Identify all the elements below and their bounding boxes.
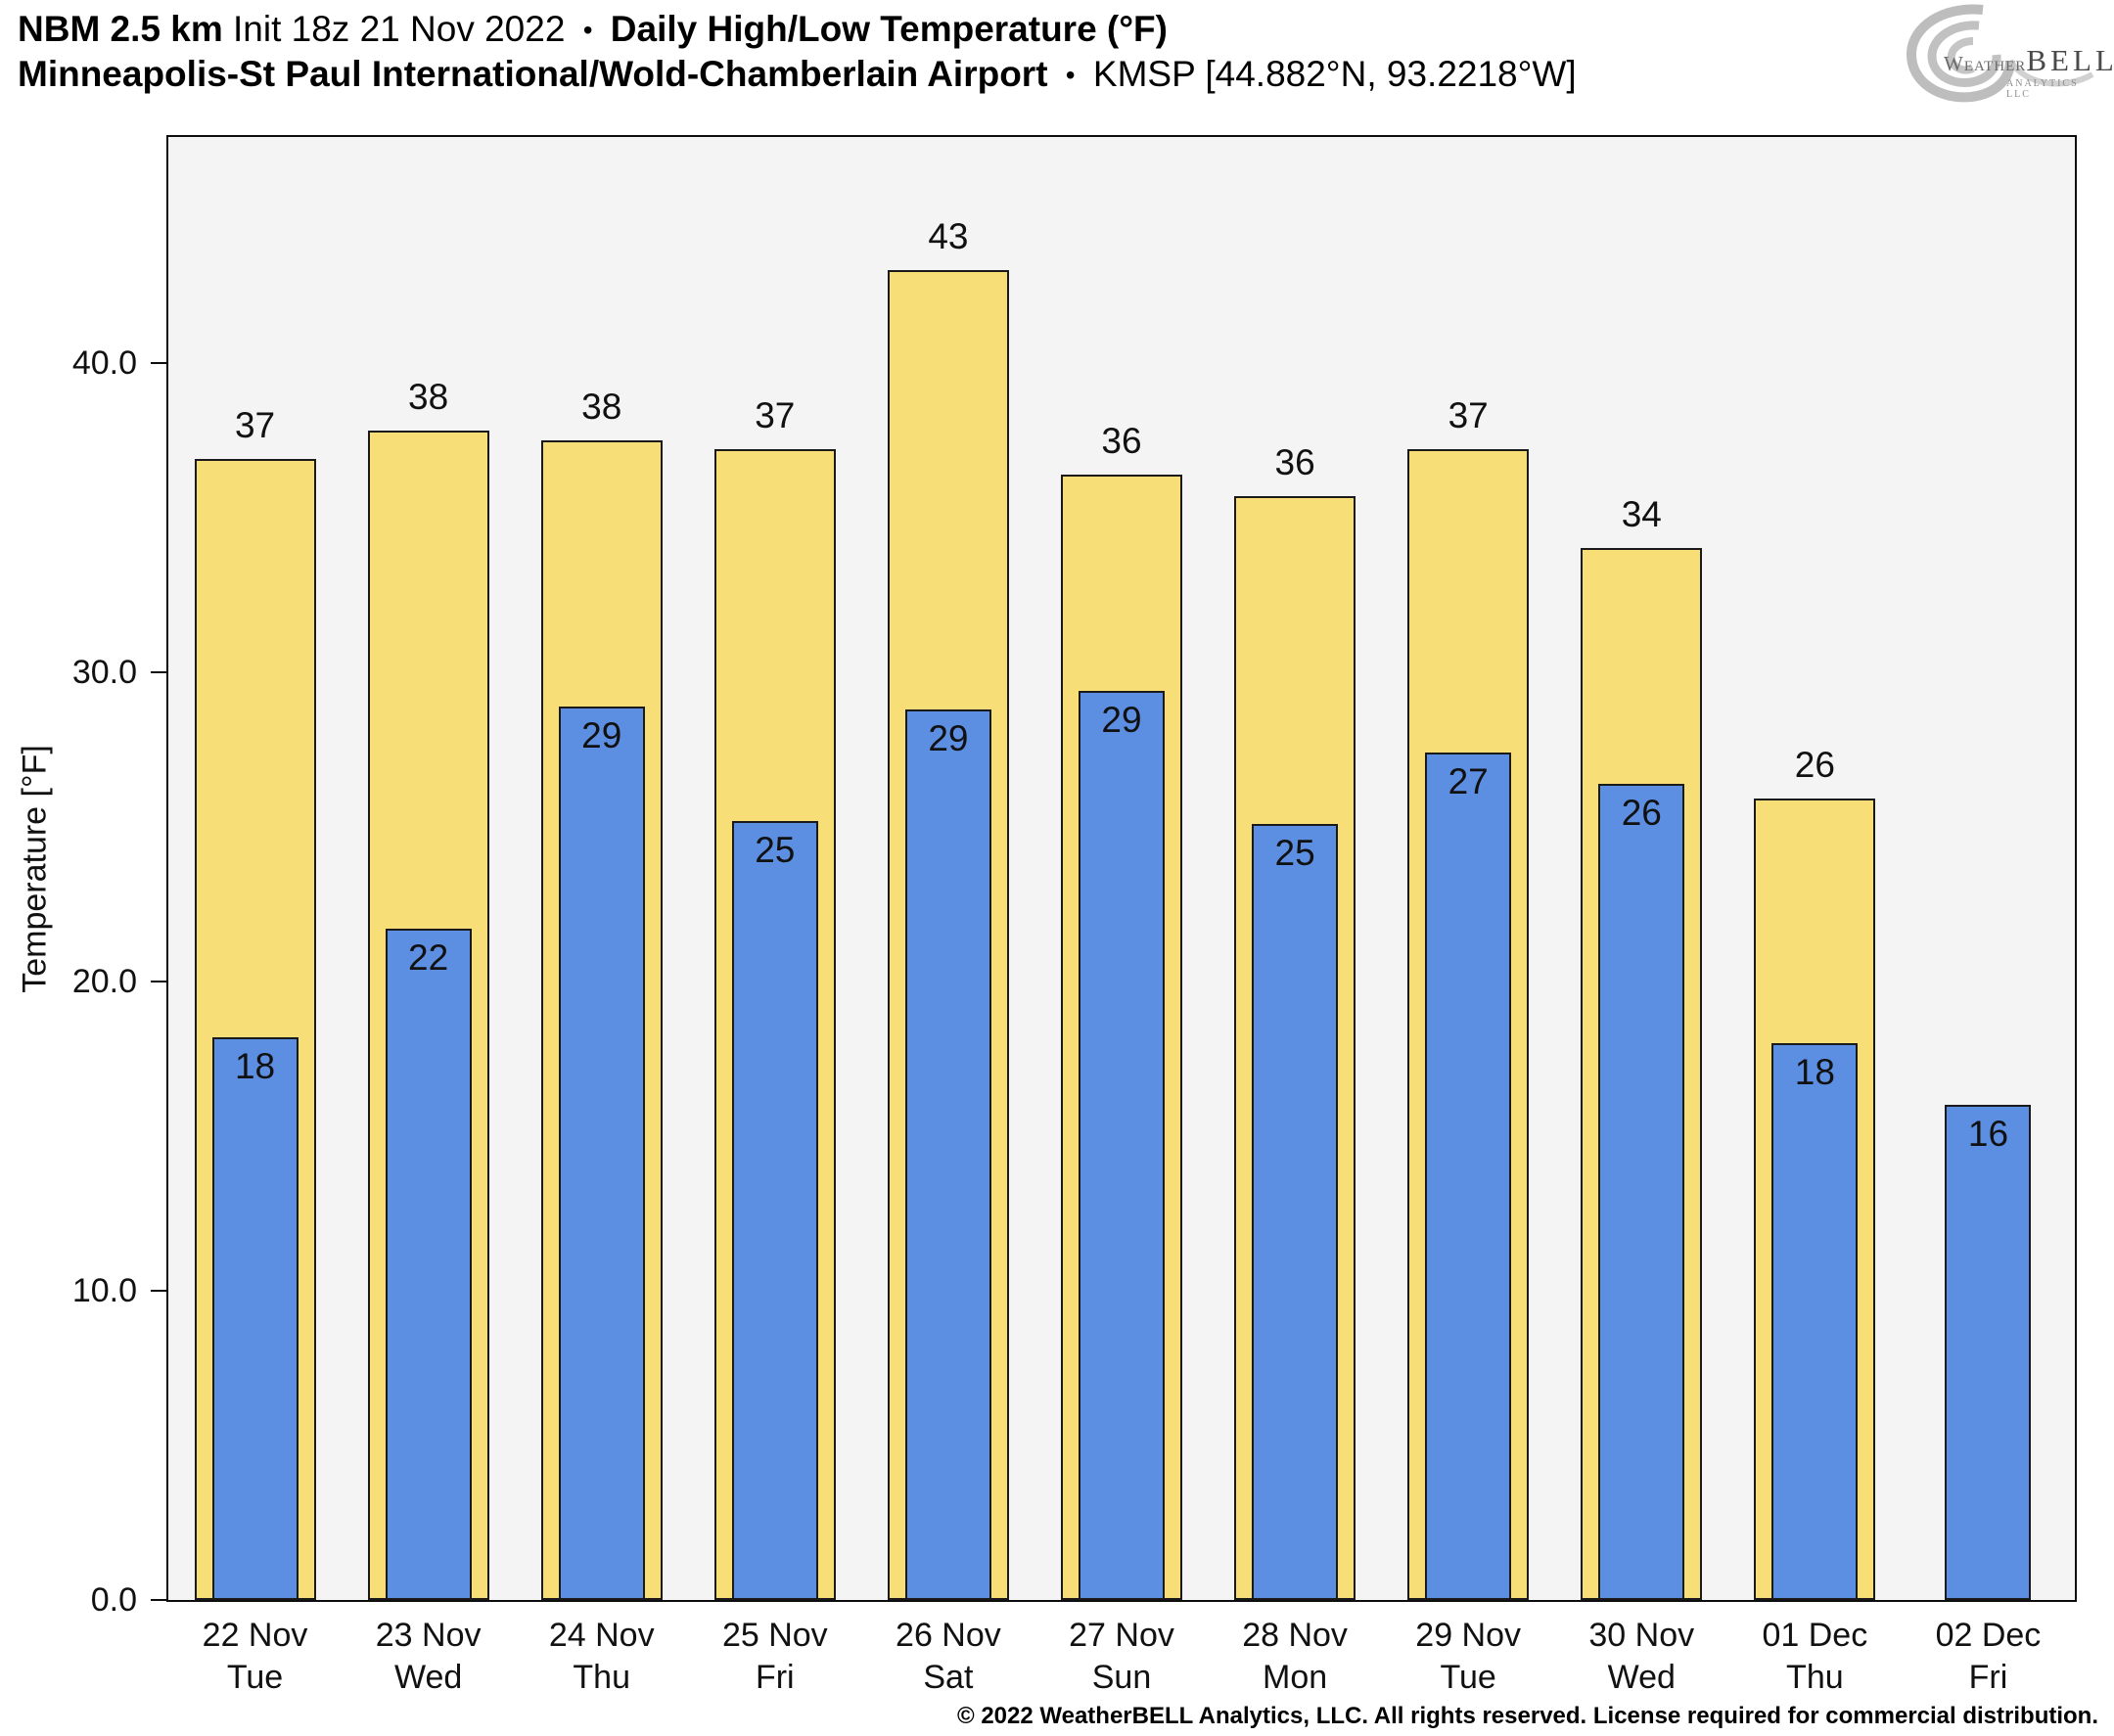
y-tick-mark	[151, 1599, 166, 1601]
low-value-label: 18	[234, 1045, 276, 1086]
x-tick-day: Fri	[755, 1659, 795, 1696]
x-tick-day: Wed	[1607, 1659, 1676, 1696]
x-tick-date: 22 Nov	[202, 1617, 308, 1654]
x-tick-label: 01 Dec Thu	[1728, 1615, 1902, 1699]
low-bar	[1425, 752, 1512, 1600]
low-value-label: 29	[581, 714, 622, 755]
hurricane-swirl-icon	[1906, 4, 2094, 103]
y-tick-label: 10.0	[71, 1271, 137, 1309]
x-tick-date: 23 Nov	[375, 1617, 482, 1654]
low-bar	[1598, 783, 1685, 1600]
plot-area: 0.0 10.0 20.0 30.0 40.0 37 18 38 22 38 29 37 25 43 29 3…	[72, 135, 2077, 1619]
high-value-label: 36	[1101, 420, 1142, 461]
low-bar	[904, 708, 991, 1600]
low-value-label: 18	[1794, 1052, 1835, 1093]
high-value-label: 38	[408, 377, 449, 418]
x-tick-date: 30 Nov	[1588, 1617, 1695, 1654]
y-tick-mark	[151, 980, 166, 982]
low-value-label: 25	[1274, 832, 1315, 873]
high-value-label: 38	[581, 386, 622, 427]
high-value-label: 34	[1621, 494, 1662, 535]
low-bar	[1079, 690, 1165, 1600]
station-id: KMSP [44.882°N, 93.2218°W]	[1092, 54, 1577, 94]
y-axis-label: Temperature [°F]	[16, 745, 54, 993]
low-bar	[211, 1036, 299, 1600]
high-value-label: 43	[928, 215, 969, 256]
high-value-label: 37	[755, 395, 796, 436]
x-axis-labels: 22 Nov Tue 23 Nov Wed 24 Nov Thu 25 Nov Fri 26 N…	[168, 1615, 2075, 1703]
logo-word-weather: Weather	[1944, 52, 2027, 75]
copyright-notice: © 2022 WeatherBELL Analytics, LLC. All r…	[956, 1703, 2098, 1729]
x-tick-day: Fri	[1968, 1659, 2008, 1696]
separator-dot: •	[1065, 60, 1076, 90]
x-tick-day: Tue	[1440, 1659, 1496, 1696]
y-tick-label: 0.0	[90, 1581, 137, 1619]
x-tick-label: 22 Nov Tue	[168, 1615, 342, 1699]
low-value-label: 26	[1621, 792, 1662, 833]
low-bar	[731, 820, 818, 1600]
x-tick-day: Sun	[1091, 1659, 1152, 1696]
logo-wordmark: WeatherBELL	[1944, 43, 2114, 78]
high-value-label: 37	[234, 404, 276, 445]
low-value-label: 29	[1101, 699, 1142, 740]
x-tick-label: 27 Nov Sun	[1034, 1615, 1208, 1699]
high-value-label: 26	[1794, 745, 1835, 786]
weatherbell-logo: WeatherBELL Analytics LLC	[1905, 4, 2114, 106]
low-bar	[1771, 1043, 1859, 1600]
separator-dot: •	[582, 15, 593, 45]
x-tick-day: Thu	[573, 1659, 630, 1696]
x-tick-date: 25 Nov	[721, 1617, 828, 1654]
x-tick-day: Tue	[226, 1659, 284, 1696]
high-value-label: 37	[1448, 395, 1489, 436]
low-bar	[1252, 823, 1339, 1600]
logo-word-bell: BELL	[2026, 43, 2114, 77]
y-tick-mark	[151, 361, 166, 364]
x-tick-date: 27 Nov	[1069, 1617, 1174, 1654]
low-value-label: 27	[1448, 760, 1489, 801]
low-bar	[1945, 1105, 2032, 1600]
y-tick-mark	[151, 1289, 166, 1292]
x-tick-label: 24 Nov Thu	[515, 1615, 688, 1699]
station-name: Minneapolis-St Paul International/Wold-C…	[18, 54, 1048, 94]
x-tick-label: 25 Nov Fri	[688, 1615, 861, 1699]
low-bar	[558, 706, 645, 1600]
init-time: Init 18z 21 Nov 2022	[233, 9, 566, 49]
model-name: NBM 2.5 km	[18, 9, 223, 49]
x-tick-day: Thu	[1786, 1659, 1844, 1696]
x-tick-date: 26 Nov	[896, 1617, 1001, 1654]
x-tick-label: 23 Nov Wed	[342, 1615, 515, 1699]
x-tick-label: 30 Nov Wed	[1555, 1615, 1728, 1699]
chart-title-line1: NBM 2.5 km Init 18z 21 Nov 2022 • Daily …	[18, 8, 1168, 52]
bars-container: 0.0 10.0 20.0 30.0 40.0 37 18 38 22 38 29 37 25 43 29 3…	[72, 137, 2075, 1619]
low-bar	[385, 929, 472, 1600]
product-name: Daily High/Low Temperature (°F)	[610, 9, 1168, 49]
x-tick-day: Wed	[393, 1659, 463, 1696]
y-tick-mark	[151, 670, 166, 673]
x-tick-label: 02 Dec Fri	[1902, 1615, 2075, 1699]
x-tick-day: Sat	[923, 1659, 974, 1696]
y-tick-label: 40.0	[71, 343, 137, 382]
y-tick-label: 20.0	[71, 962, 137, 1000]
x-tick-date: 29 Nov	[1415, 1617, 1522, 1654]
low-value-label: 25	[755, 829, 796, 870]
logo-tagline: Analytics LLC	[2006, 78, 2079, 100]
x-tick-date: 01 Dec	[1762, 1617, 1868, 1654]
low-value-label: 22	[408, 937, 449, 979]
x-tick-day: Mon	[1263, 1659, 1328, 1696]
x-tick-date: 02 Dec	[1935, 1617, 2042, 1654]
x-tick-date: 28 Nov	[1242, 1617, 1348, 1654]
low-value-label: 29	[928, 717, 969, 758]
high-value-label: 36	[1274, 441, 1315, 482]
x-tick-date: 24 Nov	[548, 1617, 655, 1654]
x-tick-label: 29 Nov Tue	[1382, 1615, 1555, 1699]
y-tick-label: 30.0	[71, 653, 137, 691]
x-tick-label: 26 Nov Sat	[861, 1615, 1034, 1699]
x-tick-label: 28 Nov Mon	[1209, 1615, 1382, 1699]
chart-title-line2: Minneapolis-St Paul International/Wold-C…	[18, 53, 1577, 97]
low-value-label: 16	[1967, 1114, 2009, 1155]
